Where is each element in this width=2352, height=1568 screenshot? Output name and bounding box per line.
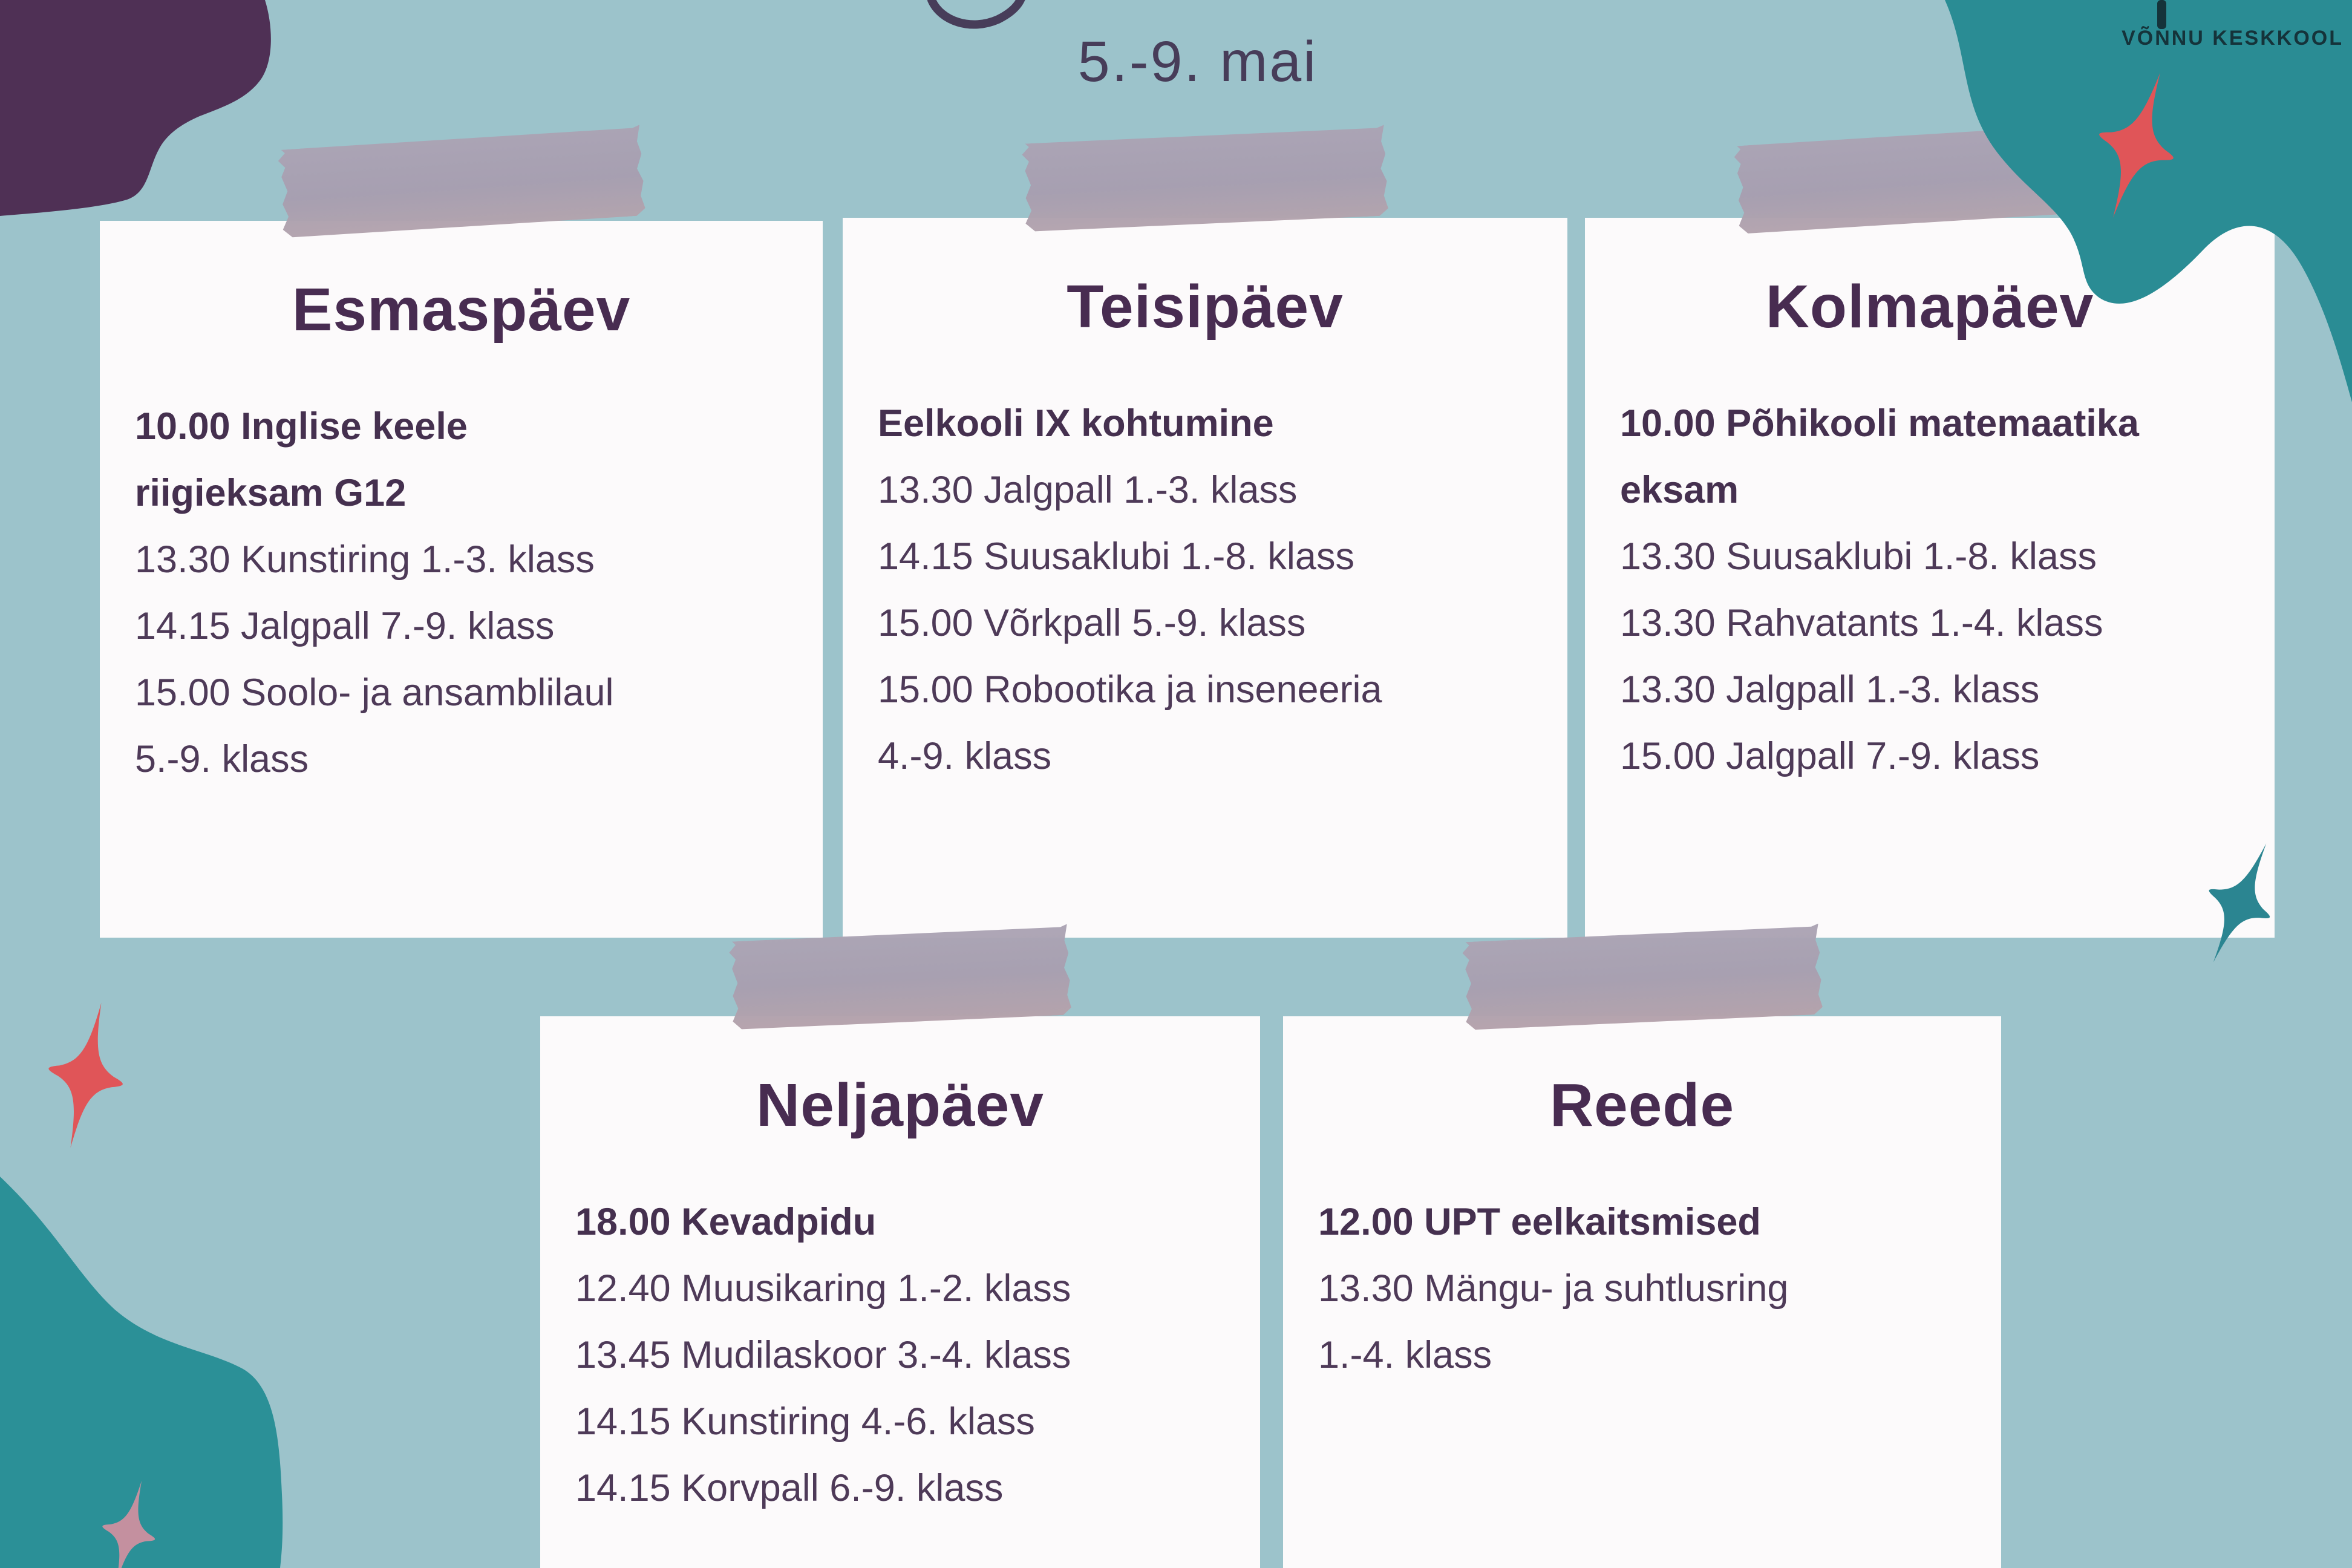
event-item: 13.30 Rahvatants 1.-4. klass bbox=[1620, 602, 2103, 644]
event-item: 13.30 Suusaklubi 1.-8. klass bbox=[1620, 535, 2097, 578]
logo-mark bbox=[2157, 0, 2166, 29]
event-item: 15.00 Võrkpall 5.-9. klass bbox=[878, 602, 1306, 644]
day-card-neljapaev: Neljapäev 18.00 Kevadpidu 12.40 Muusikari… bbox=[540, 1016, 1260, 1568]
event-list: 10.00 Põhikooli matemaatika eksam 13.30 S… bbox=[1585, 390, 2275, 789]
day-card-teisipaev: Teisipäev Eelkooli IX kohtumine 13.30 Jal… bbox=[843, 218, 1567, 938]
plum-blob-top-left bbox=[0, 0, 271, 216]
event-item: 13.30 Kunstiring 1.-3. klass bbox=[135, 538, 595, 581]
sparkle-icon bbox=[2060, 54, 2213, 237]
event-list: 10.00 Inglise keele riigieksam G12 13.30 … bbox=[100, 393, 823, 792]
event-item: 14.15 Jalgpall 7.-9. klass bbox=[135, 605, 555, 647]
event-item: 14.15 Suusaklubi 1.-8. klass bbox=[878, 535, 1354, 578]
event-item: 14.15 Kunstiring 4.-6. klass bbox=[575, 1400, 1035, 1443]
event-item: 13.30 Jalgpall 1.-3. klass bbox=[878, 469, 1298, 511]
page-title: 5.-9. mai bbox=[1077, 30, 1318, 94]
washi-tape bbox=[277, 125, 645, 240]
event-item: 15.00 Jalgpall 7.-9. klass bbox=[1620, 735, 2040, 777]
event-item: Eelkooli IX kohtumine bbox=[878, 402, 1274, 445]
event-list: 18.00 Kevadpidu 12.40 Muusikaring 1.-2. k… bbox=[540, 1189, 1260, 1521]
school-name: VÕNNU KESKKOOL bbox=[2122, 27, 2344, 50]
event-item: 15.00 Robootika ja inseneeria 4.-9. klas… bbox=[878, 668, 1382, 777]
washi-tape bbox=[728, 924, 1071, 1032]
event-item: 10.00 Põhikooli matemaatika eksam bbox=[1620, 402, 2139, 511]
event-item: 10.00 Inglise keele riigieksam G12 bbox=[135, 405, 468, 514]
day-title: Esmaspäev bbox=[292, 276, 631, 344]
event-item: 15.00 Soolo- ja ansamblilaul 5.-9. klass bbox=[135, 671, 614, 780]
sparkle-icon bbox=[78, 1471, 180, 1568]
washi-tape bbox=[1021, 125, 1388, 234]
event-item: 12.00 UPT eelkaitsmised bbox=[1318, 1201, 1761, 1243]
event-list: 12.00 UPT eelkaitsmised 13.30 Mängu- ja s… bbox=[1283, 1189, 2001, 1388]
sparkle-icon bbox=[17, 991, 154, 1159]
washi-tape bbox=[1462, 924, 1823, 1033]
day-title: Teisipäev bbox=[1067, 273, 1344, 341]
swirl-mark bbox=[927, 0, 1025, 29]
event-item: 13.45 Mudilaskoor 3.-4. klass bbox=[575, 1334, 1071, 1376]
day-card-esmaspaev: Esmaspäev 10.00 Inglise keele riigieksam… bbox=[100, 221, 823, 938]
event-item: 13.30 Jalgpall 1.-3. klass bbox=[1620, 668, 2040, 711]
day-card-kolmapaev: Kolmapäev 10.00 Põhikooli matemaatika ek… bbox=[1585, 218, 2275, 938]
event-item: 13.30 Mängu- ja suhtlusring 1.-4. klass bbox=[1318, 1267, 1789, 1376]
event-list: Eelkooli IX kohtumine 13.30 Jalgpall 1.-3… bbox=[843, 390, 1567, 789]
event-item: 18.00 Kevadpidu bbox=[575, 1201, 877, 1243]
day-title: Reede bbox=[1549, 1071, 1735, 1139]
day-title: Kolmapäev bbox=[1765, 273, 2094, 341]
event-item: 12.40 Muusikaring 1.-2. klass bbox=[575, 1267, 1071, 1310]
event-item: 14.15 Korvpall 6.-9. klass bbox=[575, 1467, 1004, 1509]
day-card-reede: Reede 12.00 UPT eelkaitsmised 13.30 Mängu… bbox=[1283, 1016, 2001, 1568]
washi-tape bbox=[1733, 123, 2077, 237]
day-title: Neljapäev bbox=[756, 1071, 1044, 1139]
sparkle-icon bbox=[2171, 825, 2309, 981]
